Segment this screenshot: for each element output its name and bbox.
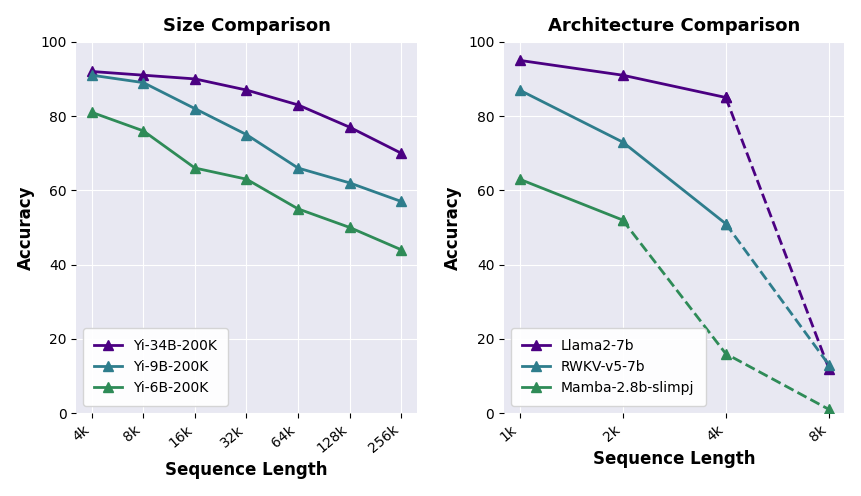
Yi-9B-200K <box>87 72 97 78</box>
Title: Architecture Comparison: Architecture Comparison <box>548 17 801 35</box>
Mamba-2.8b-slimpj <box>514 176 524 182</box>
Yi-6B-200K <box>293 206 303 212</box>
RWKV-v5-7b <box>617 139 628 145</box>
Title: Size Comparison: Size Comparison <box>163 17 331 35</box>
X-axis label: Sequence Length: Sequence Length <box>165 461 328 479</box>
Yi-6B-200K <box>241 176 251 182</box>
RWKV-v5-7b <box>721 221 731 227</box>
Yi-6B-200K <box>138 128 148 134</box>
Yi-34B-200K <box>344 124 355 130</box>
Llama2-7b <box>617 72 628 78</box>
Yi-9B-200K <box>241 131 251 137</box>
Yi-9B-200K <box>396 198 406 204</box>
Mamba-2.8b-slimpj <box>617 217 628 223</box>
Yi-34B-200K <box>396 150 406 156</box>
Line: Yi-6B-200K: Yi-6B-200K <box>87 108 406 254</box>
Yi-9B-200K <box>138 80 148 86</box>
Llama2-7b <box>721 95 731 101</box>
Yi-34B-200K <box>87 68 97 74</box>
X-axis label: Sequence Length: Sequence Length <box>593 450 755 468</box>
Yi-9B-200K <box>344 180 355 186</box>
Line: Yi-9B-200K: Yi-9B-200K <box>87 70 406 206</box>
Yi-34B-200K <box>138 72 148 78</box>
Yi-9B-200K <box>293 165 303 171</box>
Yi-34B-200K <box>293 102 303 108</box>
Y-axis label: Accuracy: Accuracy <box>16 185 34 270</box>
Line: Mamba-2.8b-slimpj: Mamba-2.8b-slimpj <box>515 174 628 225</box>
Yi-6B-200K <box>189 165 200 171</box>
Yi-6B-200K <box>344 225 355 231</box>
RWKV-v5-7b <box>514 87 524 93</box>
Yi-6B-200K <box>396 247 406 252</box>
Y-axis label: Accuracy: Accuracy <box>444 185 462 270</box>
Legend: Llama2-7b, RWKV-v5-7b, Mamba-2.8b-slimpj: Llama2-7b, RWKV-v5-7b, Mamba-2.8b-slimpj <box>511 328 706 406</box>
Yi-34B-200K <box>189 76 200 82</box>
Line: RWKV-v5-7b: RWKV-v5-7b <box>515 85 731 229</box>
Legend: Yi-34B-200K, Yi-9B-200K, Yi-6B-200K: Yi-34B-200K, Yi-9B-200K, Yi-6B-200K <box>84 328 228 406</box>
Llama2-7b <box>514 58 524 63</box>
Yi-9B-200K <box>189 106 200 112</box>
Line: Llama2-7b: Llama2-7b <box>515 56 731 102</box>
Line: Yi-34B-200K: Yi-34B-200K <box>87 66 406 158</box>
Yi-34B-200K <box>241 87 251 93</box>
Yi-6B-200K <box>87 109 97 115</box>
